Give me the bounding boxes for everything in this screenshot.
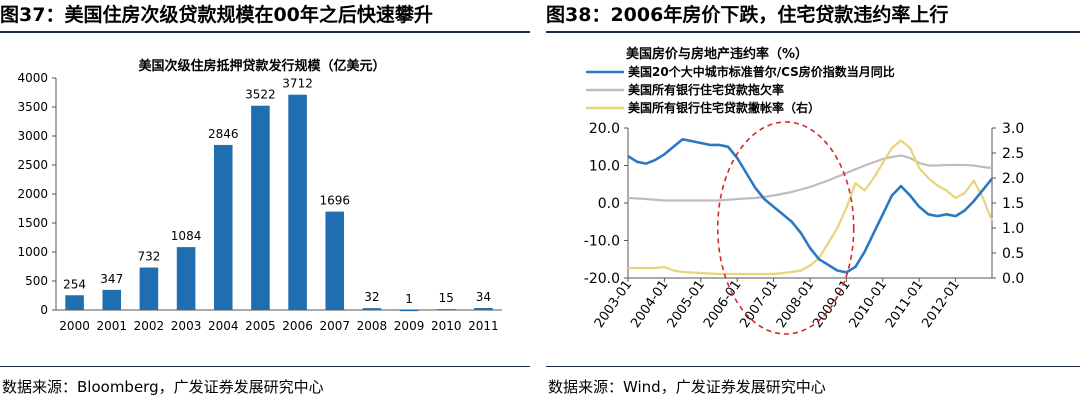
bar-2001 (102, 289, 122, 310)
right-title-rule (546, 31, 1080, 33)
bar-value-label-2000: 254 (63, 277, 86, 291)
bar-y-tick-label: 500 (25, 274, 48, 288)
line-left-tick-label: 0.0 (598, 196, 620, 212)
right-figure-title: 图38：2006年房价下跌，住宅贷款违约率上行 (546, 4, 949, 26)
legend-label-1: 美国20个大中城市标准普尔/CS房价指数当月同比 (628, 64, 895, 79)
bar-value-label-2005: 3522 (245, 88, 276, 102)
line-right-tick-label: 2.0 (1002, 171, 1024, 187)
line-left-tick-label: -20.0 (584, 271, 620, 287)
left-figure: 图37：美国住房次级贷款规模在00年之后快速攀升 美国次级住房抵押贷款发行规模（… (0, 0, 530, 402)
line-chart-series (627, 121, 994, 335)
bar-x-tick-label: 2006 (282, 319, 313, 333)
bar-value-label-2001: 347 (100, 272, 123, 286)
legend-label-3: 美国所有银行住宅贷款撇帐率（右） (628, 100, 820, 115)
bar-x-tick-label: 2011 (468, 319, 499, 333)
bar-2000 (65, 295, 84, 310)
bar-2007 (325, 211, 345, 310)
line-right-tick-label: 0.0 (1002, 271, 1024, 287)
bar-y-tick-label: 0 (40, 303, 48, 317)
bar-x-tick-label: 2005 (245, 319, 276, 333)
bar-chart-bars: 254 347 732 1084 2846 3522 3712 1696 32 1 15 34 (63, 77, 493, 312)
right-source-note: 数据来源：Wind，广发证券发展研究中心 (548, 378, 826, 396)
bar-value-label-2002: 732 (137, 250, 160, 264)
line-chart-title: 美国房价与房地产违约率（%） (626, 46, 808, 62)
line-right-tick-label: 3.0 (1002, 121, 1024, 137)
bar-y-tick-label: 4000 (17, 71, 48, 85)
left-title-rule (0, 31, 530, 33)
bar-2009 (399, 309, 419, 312)
bar-x-tick-label: 2007 (319, 319, 350, 333)
bar-y-tick-label: 2500 (17, 158, 48, 172)
bar-y-tick-label: 3500 (17, 100, 48, 114)
line-chart-axes: -20.0 -10.0 0.0 10.0 20.0 0.0 0.5 1.0 1.5 2.0 2.5 3… (584, 121, 1025, 331)
bar-x-tick-label: 2008 (357, 319, 388, 333)
line-left-tick-label: 10.0 (589, 159, 620, 175)
bar-y-tick-label: 2000 (17, 187, 48, 201)
bar-value-label-2007: 1696 (319, 194, 350, 208)
line-left-tick-label: -10.0 (584, 234, 620, 250)
bar-2003 (176, 247, 196, 310)
bar-value-label-2003: 1084 (171, 229, 202, 243)
line-x-tick-label: 2012-01 (919, 278, 962, 331)
line-chart-legend: 美国20个大中城市标准普尔/CS房价指数当月同比美国所有银行住宅贷款拖欠率美国所… (586, 64, 895, 115)
line-left-tick-label: 20.0 (589, 121, 620, 137)
bar-2010 (436, 309, 456, 311)
bar-value-label-2004: 2846 (208, 127, 239, 141)
bar-chart: 美国次级住房抵押贷款发行规模（亿美元） 0 500 1000 1500 2000 2500… (17, 58, 502, 333)
bar-value-label-2008: 32 (364, 290, 379, 304)
bar-x-tick-label: 2009 (394, 319, 425, 333)
bar-y-tick-label: 3000 (17, 129, 48, 143)
bar-2006 (288, 94, 307, 310)
bar-2011 (474, 308, 493, 310)
right-figure: 图38：2006年房价下跌，住宅贷款违约率上行 美国房价与房地产违约率（%） 美… (546, 0, 1080, 402)
bar-chart-axes: 0 500 1000 1500 2000 2500 3000 3500 4000 2000 2001… (17, 71, 502, 333)
bar-x-tick-label: 2010 (431, 319, 462, 333)
line-right-tick-label: 0.5 (1002, 246, 1024, 262)
bar-value-label-2009: 1 (405, 292, 413, 306)
bar-value-label-2010: 15 (439, 291, 454, 305)
bar-2002 (139, 267, 159, 310)
line-right-tick-label: 1.5 (1002, 196, 1024, 212)
highlight-ellipse (716, 121, 855, 335)
bar-y-tick-label: 1500 (17, 216, 48, 230)
bar-x-tick-label: 2003 (171, 319, 202, 333)
left-figure-title: 图37：美国住房次级贷款规模在00年之后快速攀升 (0, 4, 433, 26)
line-right-tick-label: 1.0 (1002, 221, 1024, 237)
bar-value-label-2011: 34 (476, 290, 491, 304)
bar-chart-title: 美国次级住房抵押贷款发行规模（亿美元） (138, 58, 385, 74)
bar-x-tick-label: 2000 (59, 319, 90, 333)
line-right-tick-label: 2.5 (1002, 146, 1024, 162)
bar-2004 (213, 144, 233, 310)
bar-y-tick-label: 1000 (17, 245, 48, 259)
line-chart: 美国房价与房地产违约率（%） 美国20个大中城市标准普尔/CS房价指数当月同比美… (584, 46, 1025, 335)
bar-x-tick-label: 2001 (96, 319, 127, 333)
bar-x-tick-label: 2002 (134, 319, 165, 333)
series-line-1 (627, 138, 994, 274)
series-line-2 (627, 154, 993, 202)
right-source-rule (546, 366, 1080, 367)
series-line-3 (628, 139, 994, 276)
legend-label-2: 美国所有银行住宅贷款拖欠率 (628, 82, 784, 97)
left-source-rule (0, 366, 530, 367)
bar-2005 (251, 105, 270, 310)
bar-x-tick-label: 2004 (208, 319, 239, 333)
left-source-note: 数据来源：Bloomberg，广发证券发展研究中心 (2, 378, 324, 396)
bar-2008 (362, 308, 382, 310)
bar-value-label-2006: 3712 (282, 77, 313, 91)
